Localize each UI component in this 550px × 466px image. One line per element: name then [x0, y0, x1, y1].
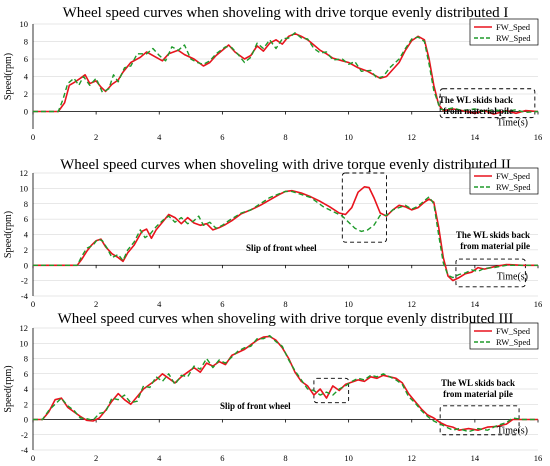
x-tick-label: 2: [94, 299, 98, 309]
x-tick-label: 10: [344, 132, 353, 142]
annotation-label: Slip of front wheel: [220, 401, 291, 411]
x-tick-label: 12: [408, 453, 417, 461]
y-tick-label: 10: [20, 19, 29, 29]
x-tick-label: 6: [220, 453, 224, 461]
x-tick-label: 6: [220, 132, 224, 142]
y-tick-label: -2: [21, 430, 28, 440]
x-axis-unit-label: Time(s): [497, 118, 528, 129]
y-tick-label: 6: [24, 214, 28, 224]
y-tick-label: 8: [24, 199, 28, 209]
annotation-line: The WL skids back: [456, 230, 530, 240]
chart-title: Wheel speed curves when shoveling with d…: [60, 157, 511, 173]
y-tick-label: -4: [21, 291, 29, 301]
legend-label: RW_Sped: [496, 182, 531, 192]
x-tick-label: 14: [471, 132, 480, 142]
series-line-rw-sped: [33, 32, 539, 114]
annotation-line: Slip of front wheel: [220, 401, 291, 411]
x-tick-label: 2: [94, 453, 98, 461]
y-tick-label: 2: [24, 399, 28, 409]
x-tick-label: 14: [471, 453, 480, 461]
x-tick-label: 8: [283, 453, 287, 461]
y-tick-label: 8: [24, 354, 28, 364]
annotation-box: [439, 405, 520, 436]
y-tick-label: 2: [24, 245, 28, 255]
y-tick-label: 4: [24, 230, 29, 240]
x-tick-label: 14: [471, 299, 480, 309]
annotation-line: The WL skids back: [441, 378, 515, 388]
y-axis-label: Speed(rpm): [3, 365, 14, 412]
x-tick-label: 8: [283, 132, 287, 142]
legend-label: FW_Sped: [496, 22, 531, 32]
legend-box: [469, 18, 539, 46]
series-line-rw-sped: [33, 190, 538, 279]
y-tick-label: -2: [21, 276, 28, 286]
y-tick-label: 4: [24, 72, 29, 82]
legend-box: [469, 167, 539, 195]
y-tick-label: 10: [20, 183, 29, 193]
annotation-label: Slip of front wheel: [246, 243, 317, 253]
legend-label: FW_Sped: [496, 326, 531, 336]
legend-label: FW_Sped: [496, 171, 531, 181]
x-tick-label: 0: [31, 132, 35, 142]
x-tick-label: 2: [94, 132, 98, 142]
y-tick-label: 4: [24, 384, 29, 394]
y-tick-label: 10: [20, 338, 29, 348]
x-tick-label: 0: [31, 299, 35, 309]
series-line-fw-sped: [33, 32, 539, 115]
x-tick-label: 16: [534, 132, 543, 142]
y-tick-label: 0: [24, 107, 28, 117]
chart-title: Wheel speed curves when shoveling with d…: [58, 311, 514, 327]
y-tick-label: 0: [24, 260, 28, 270]
y-tick-label: 6: [24, 54, 28, 64]
x-tick-label: 4: [157, 132, 162, 142]
y-tick-label: 12: [20, 323, 29, 333]
y-tick-label: 0: [24, 415, 28, 425]
x-tick-label: 10: [344, 453, 353, 461]
annotation-box: [341, 172, 387, 243]
legend-label: RW_Sped: [496, 33, 531, 43]
y-axis-label: Speed(rpm): [3, 53, 14, 100]
x-tick-label: 12: [408, 299, 417, 309]
x-axis-unit-label: Time(s): [497, 271, 528, 282]
annotation-line: from material pile: [443, 389, 513, 399]
annotation-line: The WL skids back: [439, 95, 513, 105]
y-tick-label: 12: [20, 168, 29, 178]
y-tick-label: 6: [24, 369, 28, 379]
annotation-box: [439, 88, 536, 119]
x-tick-label: 4: [157, 453, 162, 461]
series-line-fw-sped: [33, 335, 538, 431]
annotation-label: The WL skids back from material pile: [456, 230, 530, 251]
annotation-line: Slip of front wheel: [246, 243, 317, 253]
chart-panel-2: Wheel speed curves when shoveling with d…: [3, 157, 542, 309]
chart-panel-3: Wheel speed curves when shoveling with d…: [3, 311, 543, 463]
x-tick-label: 8: [283, 299, 287, 309]
series-line-fw-sped: [33, 186, 538, 282]
legend-box: [469, 322, 539, 350]
legend-label: RW_Sped: [496, 337, 531, 347]
chart-panel-1: Wheel speed curves when shoveling with d…: [3, 5, 542, 142]
y-axis-label: Speed(rpm): [3, 211, 14, 258]
annotation-line: from material pile: [460, 241, 530, 251]
x-axis-unit-label: Time(s): [497, 426, 528, 437]
annotation-box: [455, 258, 526, 288]
annotation-label: The WL skids back from material pile: [441, 378, 515, 399]
x-tick-label: 0: [31, 453, 35, 461]
x-tick-label: 4: [157, 299, 162, 309]
x-tick-label: 12: [408, 132, 417, 142]
x-tick-label: 6: [220, 299, 224, 309]
y-tick-label: 2: [24, 89, 28, 99]
x-tick-label: 16: [534, 299, 543, 309]
series-line-rw-sped: [33, 334, 538, 433]
y-tick-label: -4: [21, 445, 29, 455]
annotation-line: from material pile: [443, 106, 513, 116]
chart-title: Wheel speed curves when shoveling with d…: [63, 5, 509, 21]
annotation-label: The WL skids back from material pile: [439, 95, 513, 116]
y-tick-label: 8: [24, 37, 28, 47]
x-tick-label: 16: [534, 453, 543, 461]
x-tick-label: 10: [344, 299, 353, 309]
